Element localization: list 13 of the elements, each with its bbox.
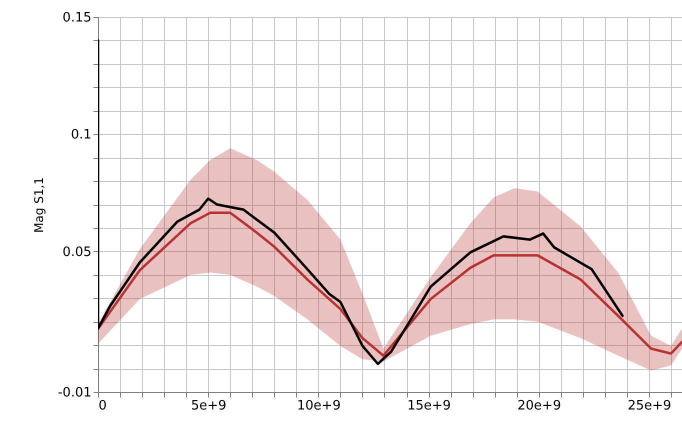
x-tick-label: 0	[98, 398, 107, 414]
x-tick-label: 25e+9	[628, 398, 672, 414]
y-tick-label: -0.01	[58, 386, 92, 400]
x-tick-label: 15e+9	[407, 398, 451, 414]
y-axis-title: Mag S1,1	[32, 177, 46, 233]
x-tick-label: 5e+9	[190, 398, 226, 414]
x-tick-label: 20e+9	[517, 398, 562, 414]
y-tick-label: 0.1	[70, 128, 92, 143]
y-tick-label: 0.15	[62, 10, 92, 26]
line-series	[98, 211, 682, 357]
line-series	[98, 39, 624, 366]
y-tick-label: 0.05	[62, 244, 92, 260]
x-tick-label: 10e+9	[297, 398, 341, 414]
